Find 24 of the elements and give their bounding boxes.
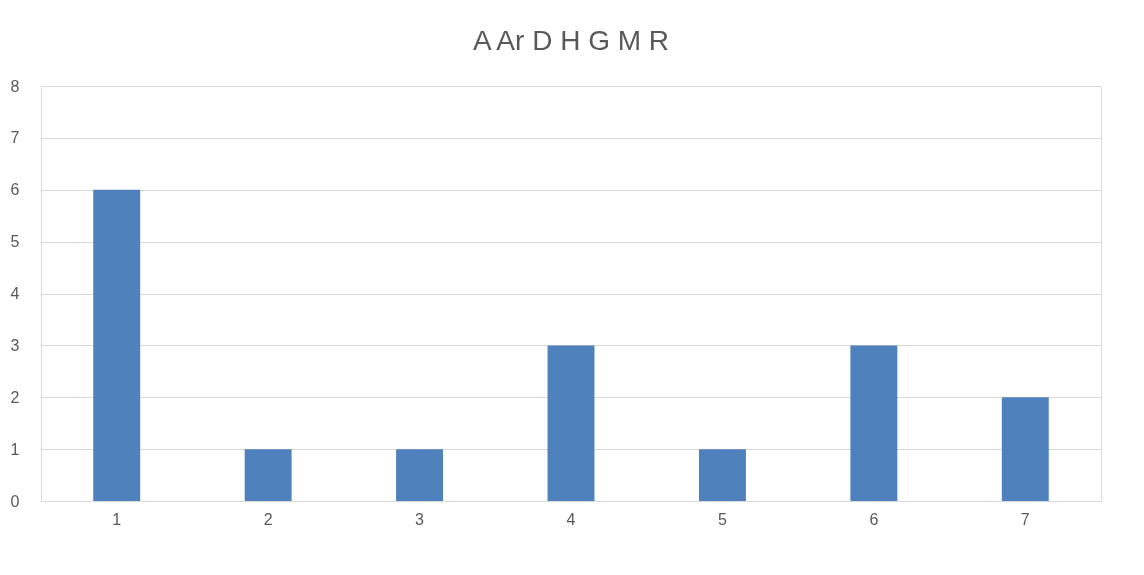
y-tick-label: 4: [10, 285, 20, 302]
bar: [698, 449, 746, 501]
y-tick-label: 0: [10, 492, 20, 510]
y-tick-label: 7: [10, 129, 20, 147]
x-tick-label: 5: [717, 510, 727, 528]
x-tick-label: 6: [869, 510, 879, 528]
x-tick-label: 3: [415, 510, 425, 528]
y-tick-label: 6: [10, 181, 20, 199]
y-tick-label: 2: [10, 388, 20, 406]
y-tick-label: 1: [10, 440, 20, 458]
y-tick-label: 5: [10, 233, 20, 251]
x-tick-label: 1: [112, 510, 122, 528]
bar: [850, 345, 898, 501]
y-tick-label: 8: [10, 77, 20, 95]
bar: [547, 345, 595, 501]
bar: [396, 449, 444, 501]
x-tick-label: 4: [566, 510, 576, 528]
chart-title: A Ar D H G M R: [472, 25, 670, 56]
bar: [244, 449, 292, 501]
bar: [1001, 397, 1049, 501]
bar: [93, 189, 141, 501]
x-tick-label: 2: [263, 510, 273, 528]
x-tick-label: 7: [1020, 510, 1030, 528]
y-tick-label: 3: [10, 336, 20, 354]
